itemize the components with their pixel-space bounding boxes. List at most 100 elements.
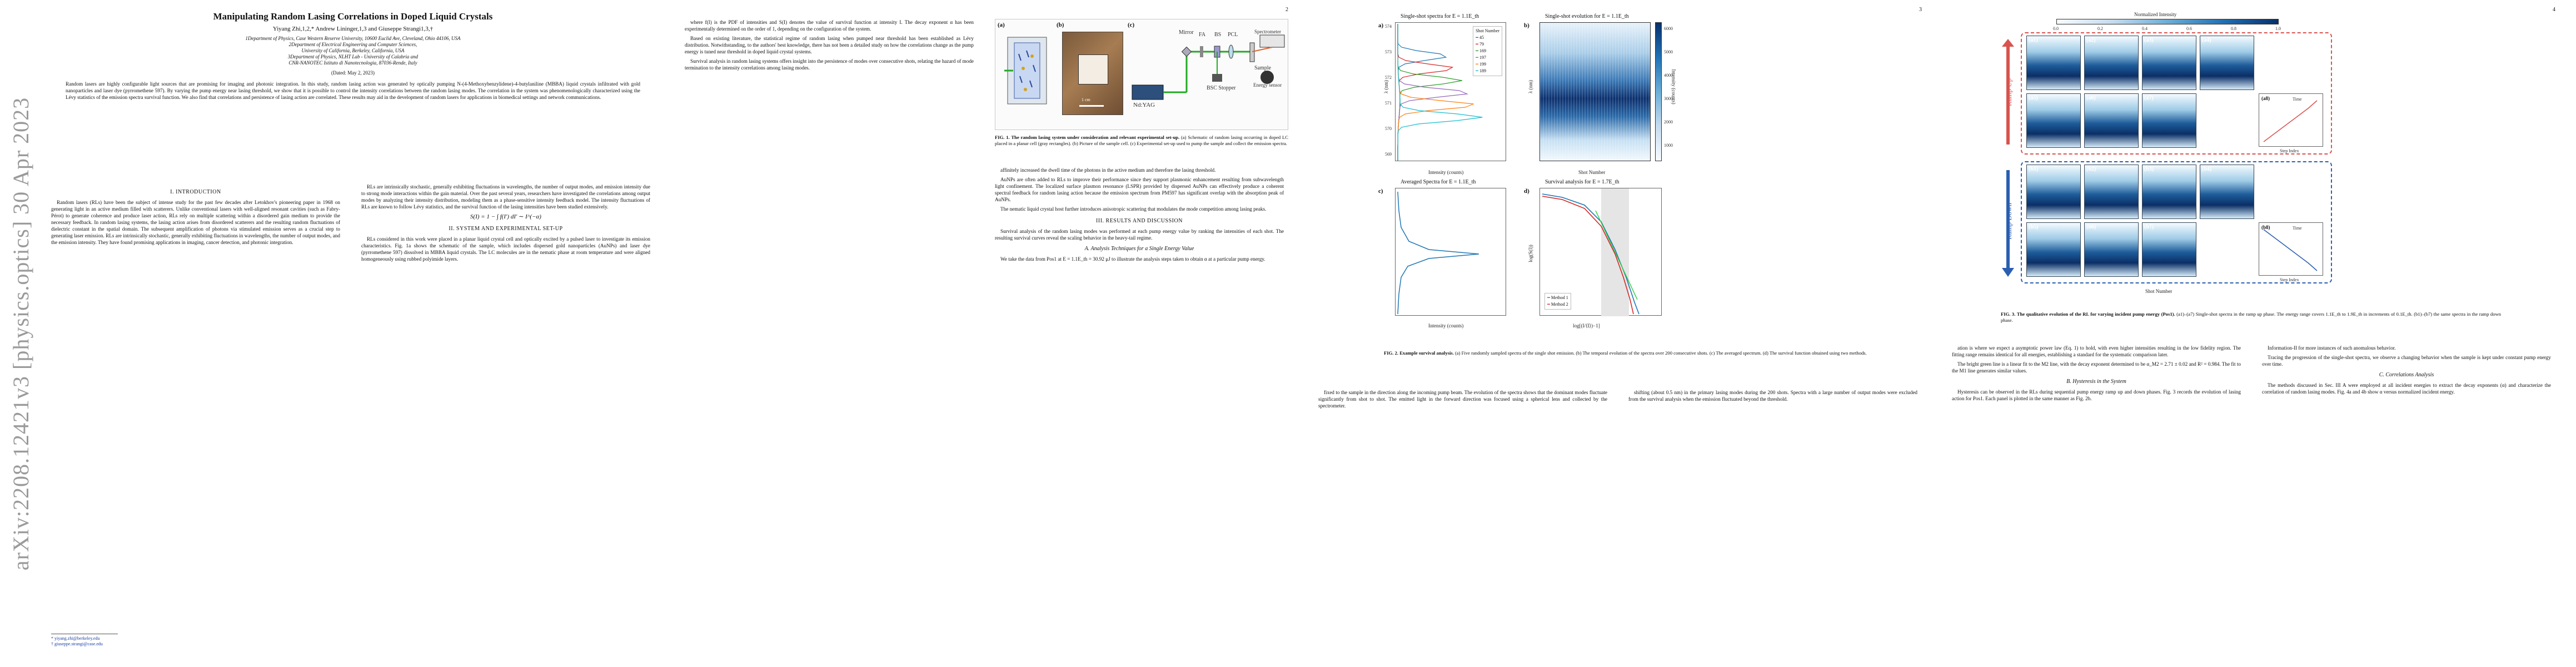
legend-item-label: 189: [1479, 68, 1486, 73]
caption-text: (a1)–(a7) Single-shot spectra in the ram…: [2001, 311, 2501, 323]
fig3-panel-label: (a3): [2144, 37, 2154, 43]
column-right: Information-II for more instances of suc…: [2262, 345, 2551, 398]
fig3-panel-label: (a6): [2086, 95, 2096, 101]
fig2a-series-line: [1397, 24, 1469, 161]
colorbar-tick-label: 1000: [1664, 143, 1673, 148]
inset-down-xlabel: Step Index: [2280, 277, 2299, 282]
legend-item: ━ 189: [1476, 68, 1486, 73]
fig2c-xlabel: Intensity (counts): [1428, 323, 1464, 328]
fig2d-method-1: [1542, 193, 1640, 315]
fig1-bsc-stopper-label: BSC Stopper: [1207, 85, 1236, 91]
legend-item: ━ 199: [1476, 62, 1486, 67]
paragraph: ation is where we expect a asymptotic po…: [1952, 345, 2241, 357]
equation-1: S(I) = 1 − ∫ f(I′) dI′ ∼ I^(−α): [470, 213, 541, 220]
fig2c-title: Averaged Spectra for E = 1.1E_th: [1401, 179, 1476, 185]
arxiv-stamp: arXiv:2208.12421v3 [physics.optics] 30 A…: [4, 0, 38, 667]
paragraph: RLs are intrinsically stochastic, genera…: [361, 184, 650, 210]
paragraph: RLs considered in this work were placed …: [361, 236, 650, 262]
fig3-heatmap-panel: (b3): [2142, 165, 2196, 219]
fig2a-ylabel: λ (nm): [1383, 79, 1389, 94]
scale-bar: [1079, 105, 1104, 107]
figure-1-caption: FIG. 1. The random lasing system under c…: [995, 135, 1288, 147]
colorbar-tick-label: 0.4: [2142, 26, 2148, 31]
footnote-email[interactable]: † giuseppe.strangi@case.edu: [51, 641, 103, 646]
fig2d-title: Survival analysis for E = 1.7E_th: [1545, 179, 1620, 185]
fig3-panel-label: (b2): [2086, 166, 2096, 172]
fig1-spectrometer-label: Spectrometer: [1254, 29, 1281, 34]
legend-method-2-label: Method 2: [1551, 302, 1568, 307]
fig1-pcl-label: PCL: [1228, 32, 1238, 38]
fig3-panel-label: (a5): [2029, 95, 2038, 101]
fig1-laser-label: Nd:YAG: [1133, 102, 1155, 108]
paragraph: Tracing the progression of the single-sh…: [2262, 355, 2551, 367]
fig2a-series-line: [1397, 24, 1454, 161]
fig2a-series-line: [1397, 24, 1474, 161]
page-2: 2 where f(I) is the PDF of intensities a…: [672, 0, 1301, 667]
paragraph: Random lasers (RLs) have been the subjec…: [51, 200, 340, 245]
section-heading: III. RESULTS AND DISCUSSION: [1096, 218, 1183, 224]
caption-fig-number: FIG. 3.: [2001, 311, 2016, 317]
legend-method-2: ━ Method 2: [1547, 302, 1568, 307]
paragraph: where f(I) is the PDF of intensities and…: [685, 19, 974, 32]
fig1b-photo: 1 cm: [1062, 32, 1123, 115]
fig3-heatmap-panel: (b4): [2200, 165, 2254, 219]
fig3-ramp-down-label: Ramp Down: [2005, 202, 2014, 240]
fig3-heatmap-panel: (b2): [2084, 165, 2139, 219]
fig2d-method-2: [1542, 196, 1634, 315]
fig2d-survival-svg: [1542, 188, 1640, 316]
paragraph: Based on existing literature, the statis…: [685, 36, 974, 54]
fig3-ramp-down-arrow: [2001, 168, 2015, 277]
fig3-panel-label: (b3): [2144, 166, 2154, 172]
y-tick-label: 570: [1385, 126, 1392, 131]
section-heading: II. SYSTEM AND EXPERIMENTAL SET-UP: [449, 226, 563, 232]
y-tick-label: 571: [1385, 101, 1392, 106]
figure-2: a) Single-shot spectra for E = 1.1E_th S…: [1378, 11, 1690, 345]
fig2c-plot: [1395, 188, 1506, 316]
legend-item: ━ 45: [1476, 35, 1484, 40]
legend-item-label: 45: [1479, 35, 1484, 40]
column-right: shifting (about 0.5 nm) in the primary l…: [1628, 389, 1917, 405]
legend-item-label: 169: [1479, 48, 1486, 53]
paragraph: shifting (about 0.5 nm) in the primary l…: [1628, 390, 1917, 402]
arxiv-stamp-text: arXiv:2208.12421v3 [physics.optics] 30 A…: [8, 97, 34, 570]
fig1c-setup: [1132, 34, 1285, 100]
footnote-email[interactable]: * yiyang.zhi@berkeley.edu: [51, 636, 100, 641]
fig2a-series-line: [1397, 24, 1447, 161]
paper-authors: Yiyang Zhi,1,2,* Andrew Lininger,1,3 and…: [272, 26, 434, 32]
fig3-heatmap-panel: (a6): [2084, 93, 2139, 148]
fig1-mirror-label: Mirror: [1179, 29, 1194, 36]
legend-method-1: ━ Method 1: [1547, 295, 1568, 300]
fig3-panel-label: (b5): [2029, 224, 2039, 230]
affiliation-line: University of California, Berkeley, Cali…: [301, 48, 405, 53]
caption-text: (a) Five randomly sampled spectra of the…: [1455, 350, 1867, 356]
fig2d-ylabel: log(S(I)): [1527, 245, 1533, 262]
inset-up-legend: Time: [2293, 97, 2302, 102]
page-3: 3 a) Single-shot spectra for E = 1.1E_th…: [1306, 0, 1934, 667]
legend-item-label: 197: [1479, 55, 1486, 60]
fig2d-legend: ━ Method 1 ━ Method 2: [1544, 293, 1571, 310]
fig1-label-b: (b): [1057, 22, 1064, 28]
fig3-panel-label: (b7): [2144, 224, 2154, 230]
inset-up-xlabel: Step Index: [2280, 148, 2299, 153]
fig3-heatmap-panel: (b7): [2142, 222, 2196, 277]
fig2-label-c: c): [1378, 188, 1383, 195]
fig2b-colorbar: [1655, 22, 1662, 161]
y-tick-label: 573: [1385, 49, 1392, 54]
legend-item-label: 79: [1479, 42, 1484, 47]
fig3-heatmap-panel: (a4): [2200, 36, 2254, 90]
figure-2-caption: FIG. 2. Example survival analysis. (a) F…: [1384, 350, 1884, 356]
paragraph: The methods discussed in Sec. III A were…: [2262, 382, 2551, 395]
y-tick-label: 569: [1385, 152, 1392, 157]
caption-fig-number: FIG. 2.: [1384, 350, 1399, 356]
caption-bold: The qualitative evolution of the RL for …: [2016, 311, 2175, 317]
legend-item: ━ 79: [1476, 42, 1484, 47]
fig2b-cbar-label: Intensity (counts): [1671, 69, 1677, 104]
colorbar-tick-label: 5000: [1664, 49, 1673, 54]
inset-down-label: (b8): [2261, 225, 2270, 230]
page-number: 2: [1285, 7, 1288, 13]
paragraph: AuNPs are often added to RLs to improve …: [995, 177, 1284, 202]
caption-bold: Example survival analysis.: [1399, 350, 1454, 356]
fig3-panel-label: (a4): [2202, 37, 2211, 43]
colorbar-tick-label: 2000: [1664, 120, 1673, 125]
fig3-heatmap-panel: (a7): [2142, 93, 2196, 148]
